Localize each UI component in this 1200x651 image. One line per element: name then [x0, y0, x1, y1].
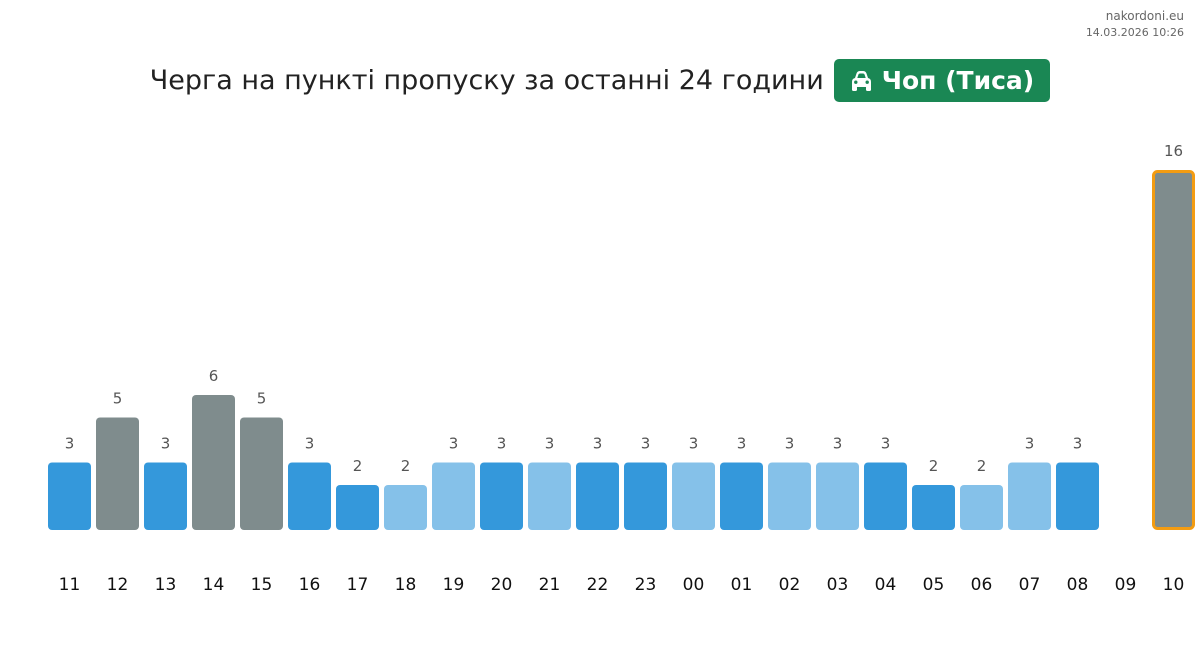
- bar-14[interactable]: [192, 395, 235, 530]
- bar-16[interactable]: [288, 462, 331, 531]
- x-tick-14: 14: [203, 575, 225, 595]
- bar-00[interactable]: [672, 462, 715, 531]
- x-tick-13: 13: [155, 575, 177, 595]
- bar-21[interactable]: [528, 462, 571, 531]
- data-label-03: 3: [833, 435, 843, 453]
- data-label-14: 6: [209, 367, 219, 385]
- data-label-21: 3: [545, 435, 555, 453]
- site-domain[interactable]: nakordoni.eu: [1105, 9, 1184, 23]
- data-label-15: 5: [257, 390, 267, 408]
- bar-07[interactable]: [1008, 462, 1051, 531]
- x-tick-17: 17: [347, 575, 369, 595]
- bar-10[interactable]: [1152, 170, 1195, 530]
- x-tick-04: 04: [875, 575, 897, 595]
- data-label-00: 3: [689, 435, 699, 453]
- x-tick-22: 22: [587, 575, 609, 595]
- chart-header: Черга на пункті пропуску за останні 24 г…: [0, 59, 1200, 102]
- x-tick-12: 12: [107, 575, 129, 595]
- data-label-02: 3: [785, 435, 795, 453]
- data-label-17: 2: [353, 457, 363, 475]
- bar-15[interactable]: [240, 417, 283, 531]
- checkpoint-name: Чоп (Тиса): [881, 66, 1035, 95]
- bar-03[interactable]: [816, 462, 859, 531]
- site-timestamp: 14.03.2026 10:26: [1085, 26, 1184, 39]
- x-tick-19: 19: [443, 575, 465, 595]
- bar-08[interactable]: [1056, 462, 1099, 531]
- bar-19[interactable]: [432, 462, 475, 531]
- data-label-08: 3: [1073, 435, 1083, 453]
- data-label-23: 3: [641, 435, 651, 453]
- bar-17[interactable]: [336, 485, 379, 530]
- bar-01[interactable]: [720, 462, 763, 531]
- x-tick-23: 23: [635, 575, 657, 595]
- bar-20[interactable]: [480, 462, 523, 531]
- data-label-07: 3: [1025, 435, 1035, 453]
- data-label-12: 5: [113, 390, 123, 408]
- data-label-01: 3: [737, 435, 747, 453]
- chart-title: Черга на пункті пропуску за останні 24 г…: [149, 65, 824, 96]
- data-label-22: 3: [593, 435, 603, 453]
- car-icon: [851, 70, 871, 91]
- bar-04[interactable]: [864, 462, 907, 531]
- site-info: nakordoni.eu 14.03.2026 10:26: [1086, 9, 1184, 40]
- x-tick-09: 09: [1115, 575, 1137, 595]
- x-tick-11: 11: [59, 575, 81, 595]
- data-label-04: 3: [881, 435, 891, 453]
- data-label-16: 3: [305, 435, 315, 453]
- data-label-10: 16: [1164, 142, 1183, 160]
- data-label-05: 2: [929, 457, 939, 475]
- x-tick-08: 08: [1067, 575, 1089, 595]
- x-tick-21: 21: [539, 575, 561, 595]
- bar-23[interactable]: [624, 462, 667, 531]
- bar-02[interactable]: [768, 462, 811, 531]
- x-tick-02: 02: [779, 575, 801, 595]
- checkpoint-badge[interactable]: Чоп (Тиса): [833, 59, 1051, 102]
- data-label-06: 2: [977, 457, 987, 475]
- bar-05[interactable]: [912, 485, 955, 530]
- x-tick-07: 07: [1019, 575, 1041, 595]
- data-label-19: 3: [449, 435, 459, 453]
- bar-11[interactable]: [48, 462, 91, 531]
- bar-18[interactable]: [384, 485, 427, 530]
- data-label-20: 3: [497, 435, 507, 453]
- bar-22[interactable]: [576, 462, 619, 531]
- bar-13[interactable]: [144, 462, 187, 531]
- data-label-18: 2: [401, 457, 411, 475]
- bar-06[interactable]: [960, 485, 1003, 530]
- data-label-11: 3: [65, 435, 75, 453]
- x-tick-16: 16: [299, 575, 321, 595]
- x-tick-00: 00: [683, 575, 705, 595]
- x-tick-20: 20: [491, 575, 513, 595]
- x-tick-06: 06: [971, 575, 993, 595]
- bar-12[interactable]: [96, 417, 139, 531]
- data-label-13: 3: [161, 435, 171, 453]
- x-tick-03: 03: [827, 575, 849, 595]
- x-tick-05: 05: [923, 575, 945, 595]
- x-tick-10: 10: [1163, 575, 1185, 595]
- x-tick-15: 15: [251, 575, 273, 595]
- x-tick-01: 01: [731, 575, 753, 595]
- x-tick-18: 18: [395, 575, 417, 595]
